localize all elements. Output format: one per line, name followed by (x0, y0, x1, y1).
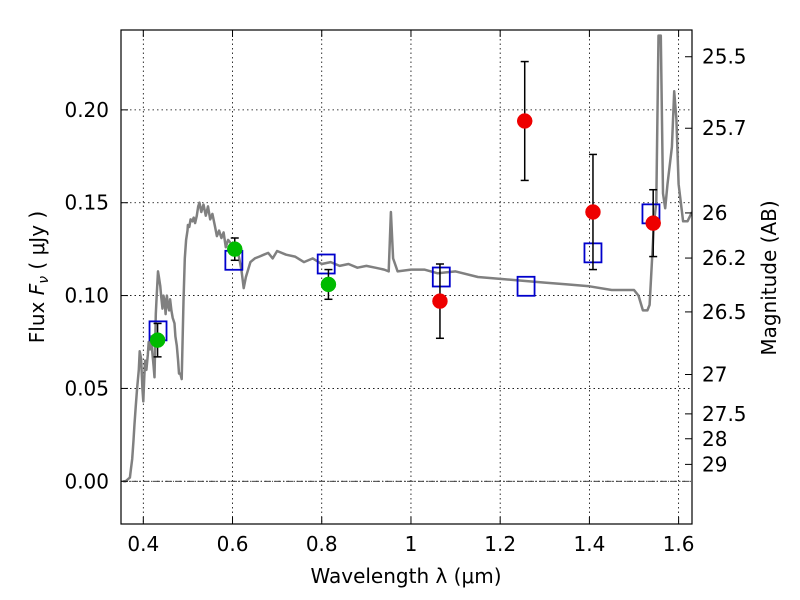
axes-frame (120, 29, 693, 525)
y-tick-label: 0.20 (64, 98, 109, 122)
grid-lines (121, 30, 692, 524)
x-tick-label: 1.4 (573, 532, 605, 556)
y-axis-title: Flux Fν ( μJy ) (25, 211, 52, 343)
axes: 0.4 0.6 0.8 1 1.2 1.4 1.6 0.00 0.05 0.10 0.15 0.20 2… (64, 29, 747, 556)
y-tick-label: 0.05 (64, 376, 109, 400)
red-point (432, 293, 448, 309)
model-square (431, 266, 451, 288)
mag-tick-label: 26.5 (702, 300, 747, 324)
right-axis-title: Magnitude (AB) (757, 200, 781, 355)
red-point (516, 113, 533, 129)
red-point (585, 204, 601, 220)
mag-tick-label: 27.5 (702, 402, 747, 426)
model-square (316, 253, 336, 275)
x-tick-label: 1.6 (663, 532, 695, 556)
sed-template-line (123, 34, 692, 483)
mag-tick-label: 28 (702, 427, 727, 451)
x-tick-label: 0.4 (127, 532, 159, 556)
model-square (516, 275, 536, 297)
mag-tick-label: 25.7 (702, 116, 747, 140)
y-tick-label: 0.10 (64, 284, 109, 308)
x-tick-label: 1 (405, 532, 418, 556)
green-point (149, 332, 166, 348)
mag-tick-label: 26 (702, 201, 727, 225)
x-axis-title: Wavelength λ (μm) (310, 564, 501, 588)
y-tick-label: 0.15 (64, 191, 109, 215)
mag-tick-label: 25.5 (702, 45, 747, 69)
x-tick-label: 0.8 (306, 532, 338, 556)
mag-tick-label: 27 (702, 363, 727, 387)
red-point (645, 215, 661, 231)
green-point (320, 276, 337, 293)
plot-area (123, 34, 692, 483)
mag-tick-label: 29 (702, 452, 727, 476)
x-tick-label: 1.2 (484, 532, 516, 556)
green-point (227, 241, 243, 257)
mag-tick-label: 26.2 (702, 246, 747, 270)
y-tick-label: 0.00 (64, 469, 109, 493)
x-tick-label: 0.6 (217, 532, 249, 556)
